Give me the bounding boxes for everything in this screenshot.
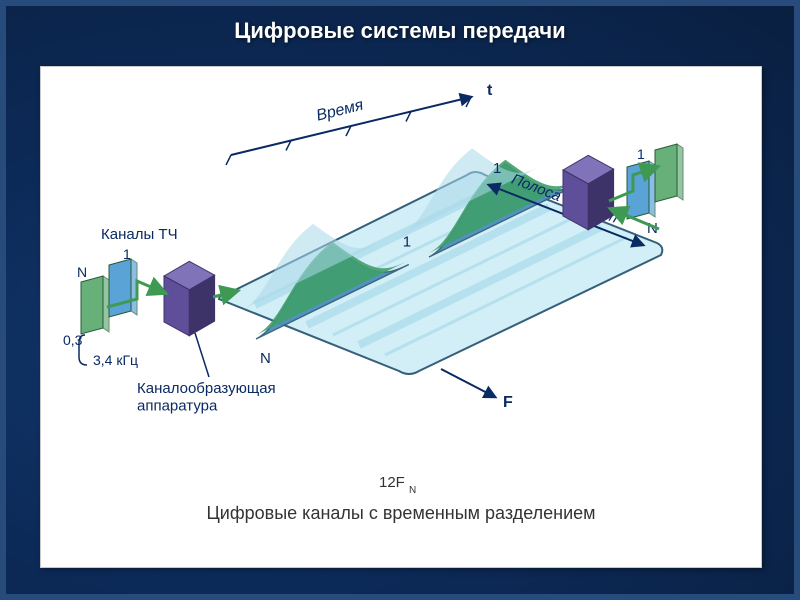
label-left-1: 1 (123, 246, 131, 262)
slide: Цифровые системы передачи N11NВремяtПоло… (0, 0, 800, 600)
time-axis-label: Время (315, 96, 366, 124)
mux-cube-right (563, 155, 614, 230)
svg-text:12F: 12F (379, 474, 405, 491)
equipment-pointer (195, 333, 209, 377)
label-freq-hi: 3,4 кГц (93, 352, 138, 368)
channel-panel-left-0 (81, 276, 109, 334)
channel-panel-left-1 (109, 259, 137, 317)
F-axis-label: F (503, 394, 513, 411)
plane-label-N-near: N (260, 350, 271, 367)
plane-edge-1: 1 (493, 160, 501, 177)
plane-label-1-far: 1 (403, 233, 411, 250)
F-axis-arrow (441, 369, 495, 397)
channel-panel-right-1 (655, 144, 683, 202)
label-channels-tch: Каналы ТЧ (101, 226, 178, 243)
label-left-N: N (77, 264, 87, 280)
label-right-1: 1 (637, 146, 645, 162)
diagram-svg: N11NВремяtПолоса частотFКаналы ТЧ1N0,33,… (41, 67, 761, 567)
time-axis-t: t (487, 82, 493, 99)
svg-text:N: N (409, 485, 416, 496)
label-equipment: Каналообразующаяаппаратура (137, 380, 276, 414)
diagram-panel: N11NВремяtПолоса частотFКаналы ТЧ1N0,33,… (40, 66, 762, 568)
formula: 12F N (379, 474, 416, 496)
mux-cube-left (164, 261, 215, 336)
caption: Цифровые каналы с временным разделением (206, 503, 595, 523)
slide-title: Цифровые системы передачи (0, 18, 800, 44)
